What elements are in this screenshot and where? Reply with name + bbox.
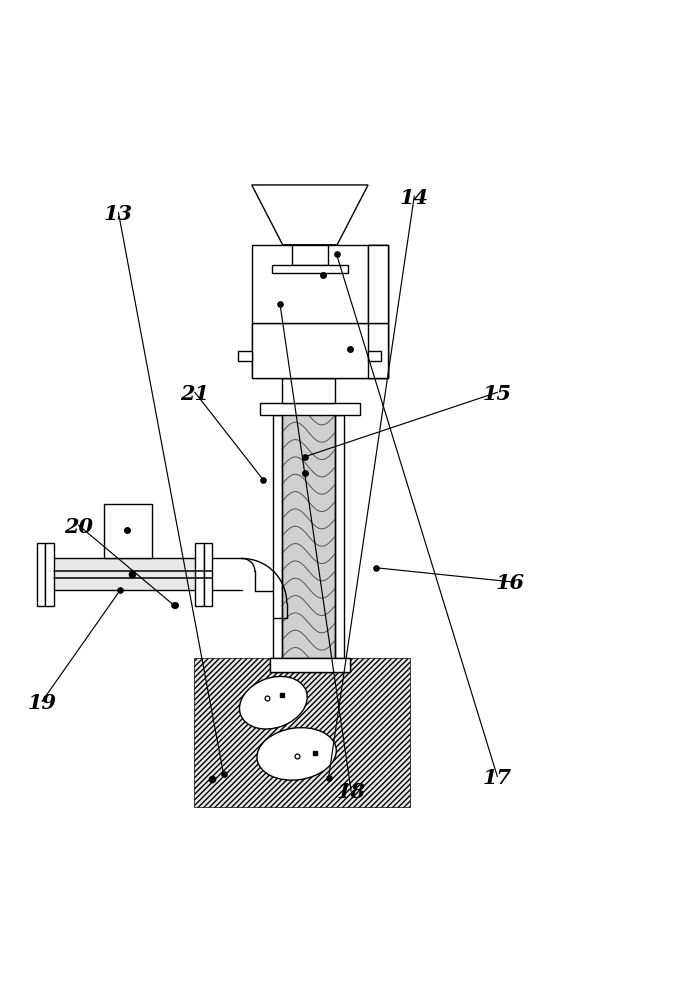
Bar	[37, 543, 45, 606]
Bar	[368, 245, 388, 323]
Bar	[260, 403, 360, 415]
Text: 16: 16	[496, 573, 525, 593]
Text: 15: 15	[483, 384, 511, 404]
Ellipse shape	[257, 728, 336, 780]
Ellipse shape	[240, 676, 308, 729]
Text: 17: 17	[483, 768, 511, 788]
Bar	[282, 378, 335, 403]
Bar	[252, 323, 368, 378]
Bar	[238, 351, 252, 361]
Bar	[195, 543, 203, 606]
Text: 21: 21	[180, 384, 209, 404]
Bar	[104, 504, 151, 558]
Bar	[270, 658, 350, 672]
Bar	[270, 658, 350, 672]
Text: 20: 20	[64, 517, 93, 537]
Text: 14: 14	[400, 188, 429, 208]
Bar	[335, 415, 345, 658]
Bar	[273, 415, 282, 658]
Bar	[368, 351, 382, 361]
Text: 18: 18	[336, 782, 365, 802]
Bar	[194, 658, 410, 807]
Bar	[368, 245, 388, 378]
Text: 19: 19	[28, 693, 57, 713]
Bar	[252, 245, 368, 323]
Bar	[203, 543, 212, 606]
Bar	[282, 415, 335, 658]
Bar	[272, 265, 348, 273]
Bar	[45, 558, 203, 590]
Bar	[45, 543, 54, 606]
Polygon shape	[252, 185, 368, 245]
Bar	[291, 245, 328, 265]
Bar	[252, 323, 388, 378]
Text: 13: 13	[104, 204, 133, 224]
